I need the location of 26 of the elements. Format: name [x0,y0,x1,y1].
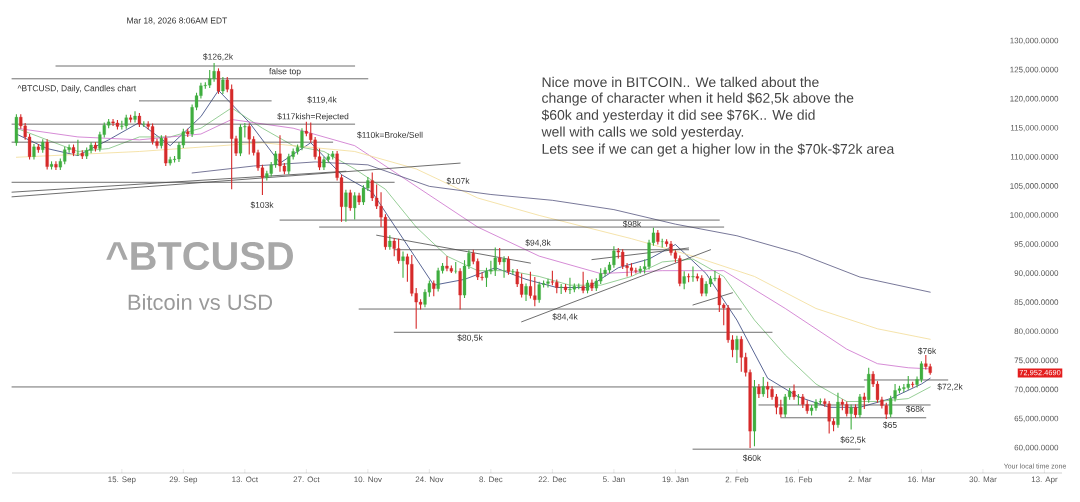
annotation: $80,5k [457,334,483,342]
annotation: $72,2k [937,383,963,391]
annotation: $84,4k [552,313,578,321]
annotation: ^BTCUSD [106,241,293,271]
annotation: $119,4k [307,96,337,104]
text: ^BTCUSD, Daily, Candles chart [17,85,137,93]
annotation: $126,2k [203,53,234,61]
annotation: $60k and yesterday it did see $76K.. We did [541,109,815,123]
annotation: $65 [883,421,897,429]
annotation: $60k [742,454,762,462]
annotation: $103k [250,201,274,209]
annotation: well with calls we sold yesterday. [541,126,744,140]
annotation: Nice move in BITCOIN.. We talked about the [542,76,819,88]
annotation: $76k [917,347,937,355]
annotation: change of character when it held $62,5k above the [542,92,854,106]
annotation: $68k [905,405,925,413]
annotation: $110k=Broke/Sell [357,131,423,139]
annotation: $94,8k [525,239,551,247]
chart-subtitle: Mar 18, 2026 8:06AM EDT [127,17,228,25]
annotation: $98k [622,220,642,228]
annotation: $107k [446,177,470,185]
annotation: Bitcoin vs USD [128,293,273,311]
annotation: $62,5k [840,436,866,444]
annotation: false top [269,68,301,76]
annotation: $117kish=Rejected [277,112,349,121]
annotation: Lets see if we can get a higher low in the $70k-$72k area [542,143,895,157]
